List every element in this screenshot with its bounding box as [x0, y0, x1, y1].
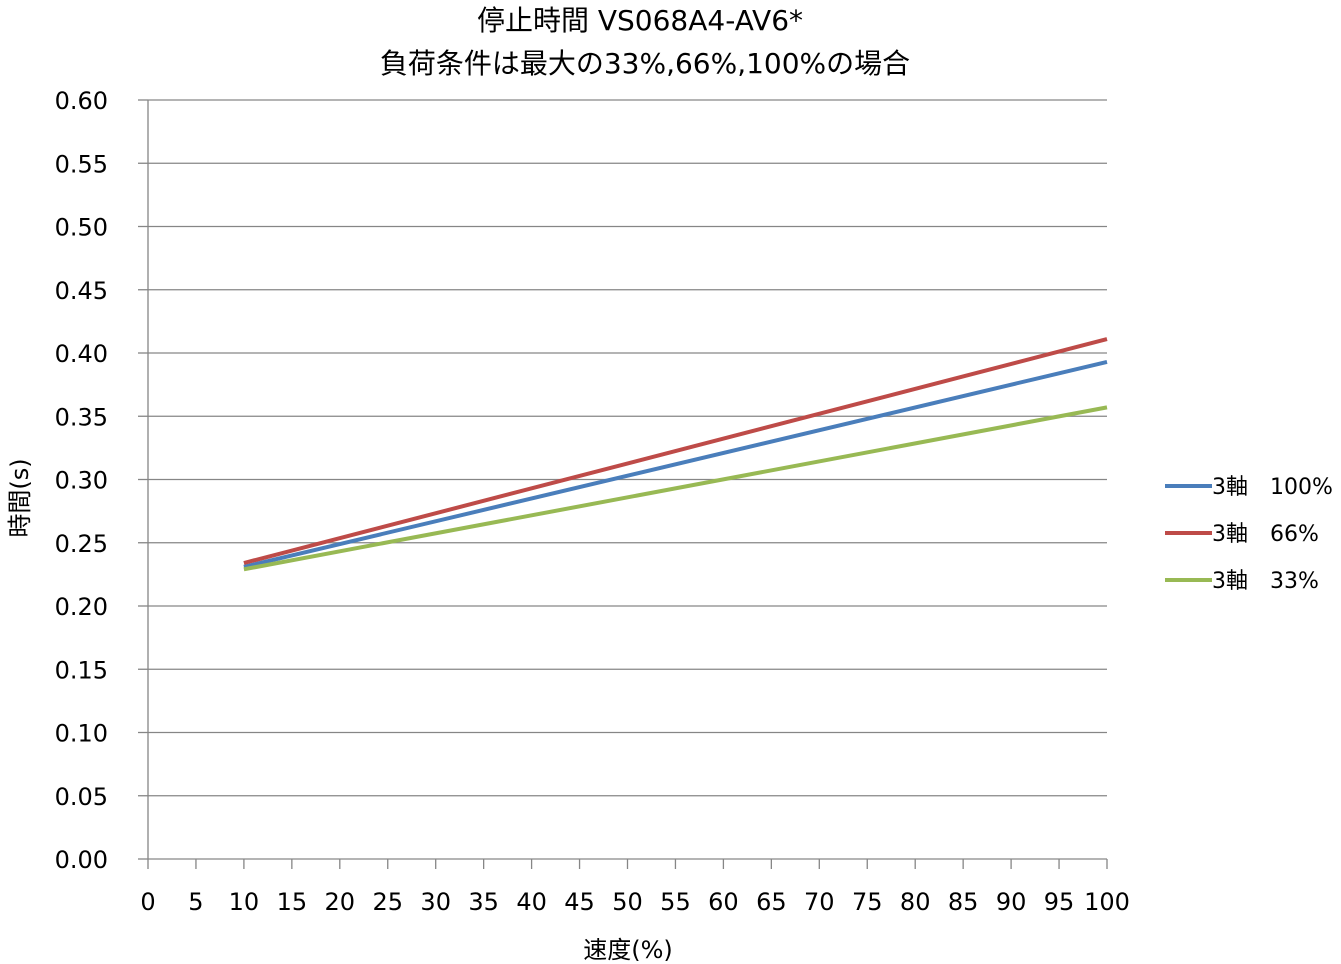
y-tick-labels: 0.00 0.05 0.10 0.15 0.20 0.25 0.30 0.35 0.40 0.45… — [55, 87, 108, 874]
x-tick-label: 80 — [900, 888, 931, 916]
series-lines — [243, 337, 1108, 572]
x-tick-label: 90 — [996, 888, 1027, 916]
x-tick-label: 95 — [1044, 888, 1075, 916]
x-tick-label: 70 — [804, 888, 835, 916]
x-tick-label: 75 — [852, 888, 883, 916]
y-tick-label: 0.25 — [55, 530, 108, 558]
series-line-1 — [243, 337, 1108, 565]
legend-label: 3軸 33% — [1212, 569, 1319, 594]
y-tick-label: 0.55 — [55, 150, 108, 178]
legend: 3軸 100% 3軸 66% 3軸 33% — [1165, 475, 1333, 594]
chart-title-line-1: 停止時間 VS068A4-AV6* — [477, 4, 803, 37]
x-tick-label: 25 — [372, 888, 403, 916]
x-axis-label: 速度(%) — [583, 936, 673, 964]
x-tick-label: 0 — [140, 888, 155, 916]
x-tick-label: 100 — [1084, 888, 1130, 916]
gridlines — [148, 99, 1107, 797]
x-tick-label: 45 — [564, 888, 595, 916]
y-tick-label: 0.50 — [55, 214, 108, 242]
x-tick-label: 35 — [468, 888, 499, 916]
x-tick-label: 55 — [660, 888, 691, 916]
x-tick-label: 65 — [756, 888, 787, 916]
x-tick-labels: 0 5 10 15 20 25 30 35 40 45 50 55 60 65 70 75 80 85 90 95 10… — [140, 888, 1130, 916]
y-tick-label: 0.10 — [55, 720, 108, 748]
y-tick-label: 0.60 — [55, 87, 108, 115]
x-tick-label: 30 — [420, 888, 451, 916]
x-tick-label: 50 — [612, 888, 643, 916]
x-tick-label: 5 — [188, 888, 203, 916]
axes — [138, 99, 1108, 869]
y-axis-label: 時間(s) — [6, 458, 34, 537]
x-tick-label: 10 — [229, 888, 260, 916]
y-tick-label: 0.40 — [55, 340, 108, 368]
legend-label: 3軸 100% — [1212, 475, 1333, 500]
x-tick-label: 15 — [277, 888, 308, 916]
y-tick-label: 0.15 — [55, 656, 108, 684]
series-line-0 — [243, 359, 1108, 569]
x-tick-label: 60 — [708, 888, 739, 916]
y-tick-label: 0.20 — [55, 593, 108, 621]
chart-title: 停止時間 VS068A4-AV6* 負荷条件は最大の33%,66%,100%の場… — [380, 4, 910, 80]
y-tick-label: 0.45 — [55, 277, 108, 305]
x-tick-label: 85 — [948, 888, 979, 916]
y-tick-label: 0.30 — [55, 467, 108, 495]
y-tick-label: 0.00 — [55, 846, 108, 874]
chart-title-line-2: 負荷条件は最大の33%,66%,100%の場合 — [380, 47, 910, 80]
y-tick-label: 0.35 — [55, 403, 108, 431]
legend-label: 3軸 66% — [1212, 522, 1319, 547]
series-line-2 — [243, 405, 1108, 572]
y-tick-label: 0.05 — [55, 783, 108, 811]
x-tick-label: 20 — [325, 888, 356, 916]
x-tick-label: 40 — [516, 888, 547, 916]
